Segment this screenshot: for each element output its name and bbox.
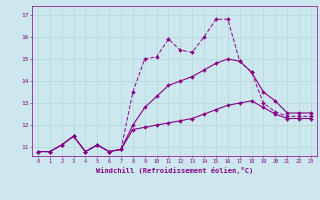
X-axis label: Windchill (Refroidissement éolien,°C): Windchill (Refroidissement éolien,°C) <box>96 167 253 174</box>
